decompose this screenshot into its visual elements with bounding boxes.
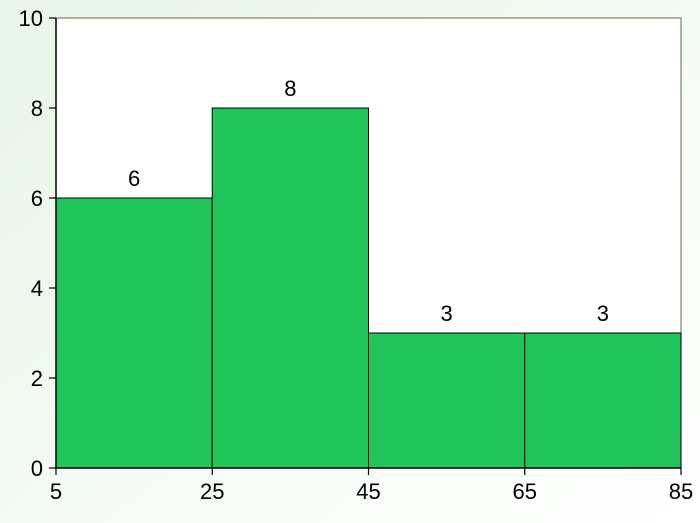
histogram-bar xyxy=(525,333,681,468)
x-tick-label: 25 xyxy=(200,479,224,504)
y-tick-label: 6 xyxy=(31,186,43,211)
bar-value-label: 3 xyxy=(441,301,453,326)
histogram-bar xyxy=(212,108,368,468)
bar-value-label: 6 xyxy=(128,166,140,191)
histogram-bar xyxy=(56,198,212,468)
chart-page: 6 8 3 3 0 2 4 6 8 10 5 25 45 65 85 xyxy=(0,0,700,523)
y-tick-label: 8 xyxy=(31,96,43,121)
bar-value-label: 8 xyxy=(284,76,296,101)
x-tick-label: 45 xyxy=(356,479,380,504)
histogram-chart: 6 8 3 3 0 2 4 6 8 10 5 25 45 65 85 xyxy=(0,0,700,523)
x-tick-label: 5 xyxy=(50,479,62,504)
bar-value-label: 3 xyxy=(597,301,609,326)
y-tick-label: 2 xyxy=(31,366,43,391)
histogram-bar xyxy=(369,333,525,468)
y-tick-label: 10 xyxy=(19,6,43,31)
y-tick-label: 4 xyxy=(31,276,43,301)
x-tick-label: 85 xyxy=(669,479,693,504)
y-tick-label: 0 xyxy=(31,456,43,481)
x-tick-label: 65 xyxy=(513,479,537,504)
